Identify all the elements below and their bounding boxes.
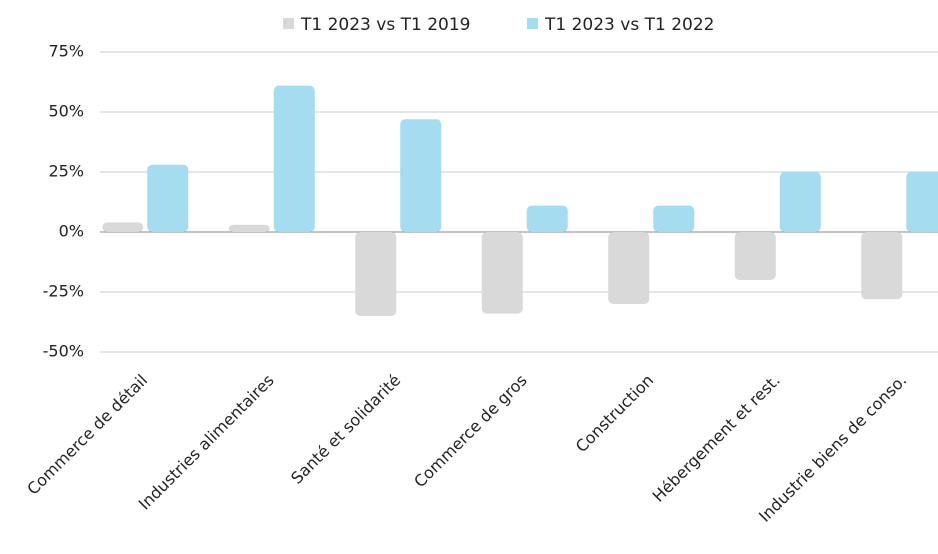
x-tick-label: Commerce de gros bbox=[410, 371, 531, 492]
x-tick-label: Industries alimentaires bbox=[135, 371, 278, 514]
x-tick-label: Commerce de détail bbox=[23, 371, 151, 499]
y-tick-label: -50% bbox=[43, 342, 84, 361]
bar bbox=[400, 119, 442, 232]
y-tick-label: 75% bbox=[48, 42, 84, 61]
legend-swatch bbox=[283, 18, 294, 29]
x-tick-label: Industrie biens de conso. bbox=[755, 371, 910, 526]
legend-label: T1 2023 vs T1 2019 bbox=[300, 15, 470, 35]
legend-label: T1 2023 vs T1 2022 bbox=[544, 15, 714, 35]
bar bbox=[608, 232, 650, 304]
bar bbox=[355, 232, 397, 316]
bar bbox=[653, 205, 695, 232]
bar bbox=[228, 224, 270, 232]
y-tick-label: -25% bbox=[43, 282, 84, 301]
bar bbox=[734, 232, 776, 280]
y-tick-label: 50% bbox=[48, 102, 84, 121]
y-tick-label: 0% bbox=[59, 222, 84, 241]
bar bbox=[102, 222, 144, 232]
bar bbox=[861, 232, 903, 300]
legend-swatch bbox=[527, 18, 538, 29]
x-tick-label: Santé et solidarité bbox=[287, 371, 404, 488]
bar bbox=[779, 172, 821, 232]
x-tick-label: Hébergement et rest. bbox=[649, 371, 784, 506]
x-tick-label: Construction bbox=[572, 371, 657, 456]
y-tick-label: 25% bbox=[48, 162, 84, 181]
bar bbox=[273, 85, 315, 232]
bar bbox=[526, 205, 568, 232]
bar bbox=[481, 232, 523, 314]
bar bbox=[147, 164, 189, 232]
bar bbox=[906, 172, 938, 232]
